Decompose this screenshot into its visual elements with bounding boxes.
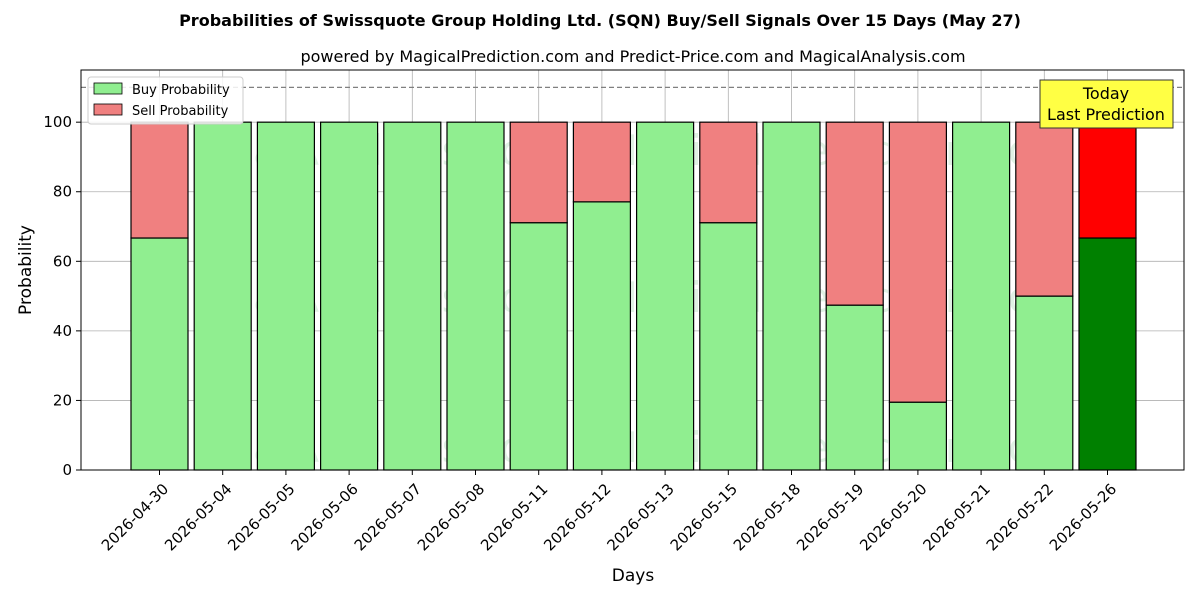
- bar-layer: [130, 121, 1137, 471]
- x-tick-label: 2026-05-05: [224, 480, 298, 554]
- bar-sell: [825, 121, 884, 306]
- x-tick-label: 2026-05-18: [730, 480, 804, 554]
- bar-buy: [825, 304, 884, 471]
- bar-buy: [509, 222, 568, 471]
- x-tick-label: 2026-05-15: [667, 480, 741, 554]
- x-tick-label: 2026-05-12: [540, 480, 614, 554]
- bar-buy: [951, 121, 1011, 471]
- y-tick-label: 40: [53, 322, 72, 340]
- bar-sell: [572, 121, 632, 203]
- x-tick-label: 2026-05-06: [287, 480, 361, 554]
- bar-sell: [699, 121, 758, 224]
- bar-sell: [1015, 121, 1074, 297]
- bar-buy: [383, 121, 442, 471]
- bar-buy: [635, 121, 695, 471]
- y-axis-ticks: 0 20 40 60 80 100: [43, 113, 81, 479]
- bar-sell: [509, 121, 568, 224]
- x-tick-label: 2026-05-19: [793, 480, 867, 554]
- x-tick-label: 2026-05-20: [856, 480, 930, 554]
- y-tick-label: 0: [62, 461, 72, 479]
- bar-sell: [888, 121, 948, 403]
- legend-swatch-sell: [93, 103, 123, 116]
- bar-buy: [1078, 237, 1137, 471]
- y-tick-label: 100: [43, 113, 72, 131]
- x-tick-label: 2026-05-11: [477, 480, 551, 554]
- x-axis-ticks: 2026-04-302026-05-042026-05-052026-05-06…: [98, 470, 1120, 554]
- bar-buy: [256, 121, 315, 471]
- legend-box: [87, 76, 244, 125]
- bar-sell: [130, 121, 189, 239]
- annotation-line-2: Last Prediction: [1047, 105, 1165, 124]
- bar-sell: [1078, 121, 1137, 239]
- bar-buy: [572, 201, 632, 471]
- annotation-box: [1039, 79, 1174, 129]
- y-axis-label: Probability: [16, 225, 36, 315]
- bar-buy: [320, 121, 379, 471]
- x-tick-label: 2026-05-07: [351, 480, 425, 554]
- legend-swatch-buy: [93, 82, 123, 95]
- y-tick-label: 60: [53, 252, 72, 270]
- x-tick-label: 2026-05-08: [414, 480, 488, 554]
- x-tick-label: 2026-04-30: [98, 480, 172, 554]
- bar-buy: [130, 237, 189, 471]
- x-axis-label: Days: [612, 566, 655, 586]
- legend-label-sell: Sell Probability: [132, 104, 229, 119]
- y-tick-label: 20: [53, 391, 72, 409]
- legend-label-buy: Buy Probability: [132, 83, 230, 98]
- bar-buy: [193, 121, 252, 471]
- legend: Buy Probability Sell Probability: [87, 76, 244, 125]
- bar-buy: [699, 222, 758, 471]
- plot-frame: [80, 69, 1185, 471]
- bar-buy: [888, 401, 948, 471]
- x-tick-label: 2026-05-04: [161, 480, 235, 554]
- chart-title: Probabilities of Swissquote Group Holdin…: [179, 11, 1021, 30]
- chart-subtitle: powered by MagicalPrediction.com and Pre…: [300, 47, 965, 66]
- bar-buy: [1015, 295, 1074, 471]
- y-tick-label: 80: [53, 183, 72, 201]
- x-tick-label: 2026-05-22: [983, 480, 1057, 554]
- x-tick-label: 2026-05-21: [919, 480, 993, 554]
- today-annotation: Today Last Prediction: [1039, 79, 1174, 129]
- x-tick-label: 2026-05-13: [603, 480, 677, 554]
- annotation-line-1: Today: [1082, 84, 1129, 103]
- bar-buy: [446, 121, 505, 471]
- x-tick-label: 2026-05-26: [1046, 480, 1120, 554]
- bar-buy: [762, 121, 821, 471]
